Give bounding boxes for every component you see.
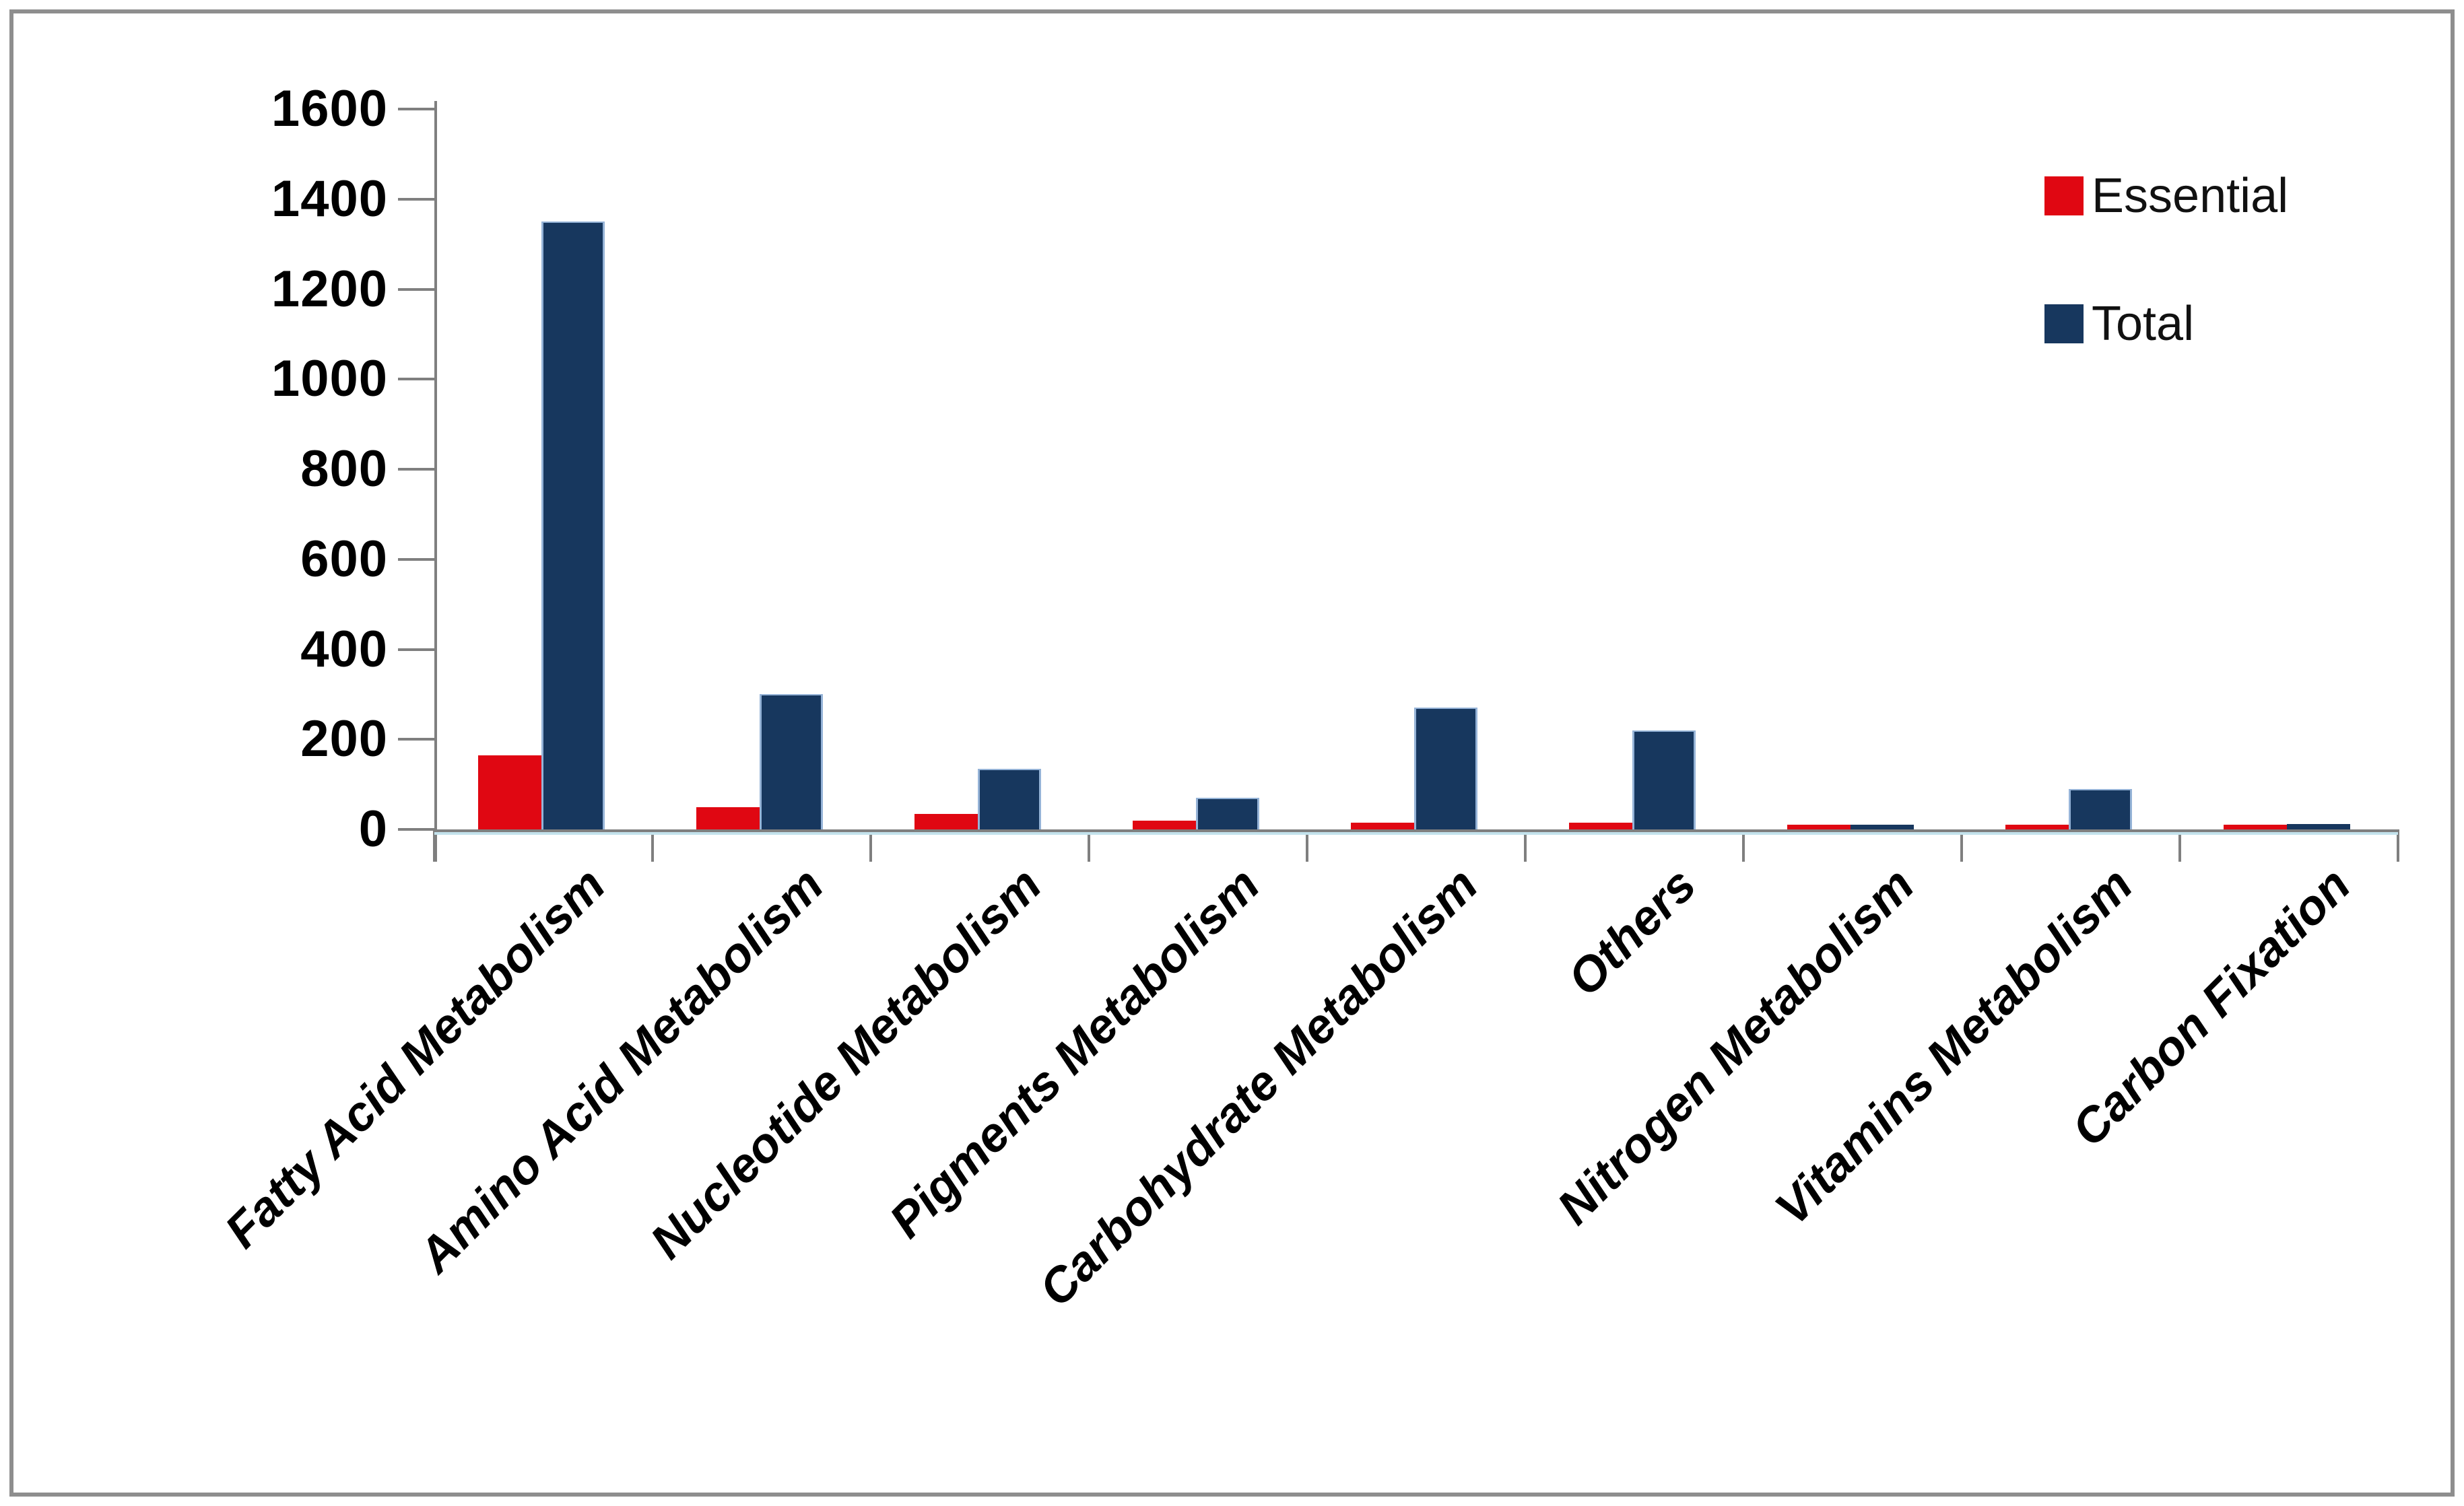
x-tick-mark (2178, 829, 2181, 862)
x-tick-mark (1960, 829, 1963, 862)
bar-essential-4 (1133, 821, 1196, 829)
bar-total-6 (1632, 730, 1696, 829)
y-tick-mark (398, 738, 434, 741)
bar-total-3 (978, 769, 1041, 829)
y-tick-label: 200 (300, 710, 388, 768)
bar-essential-3 (914, 814, 978, 829)
legend: Essential Total (2044, 168, 2288, 424)
y-tick-mark (398, 108, 434, 110)
bar-total-7 (1851, 825, 1914, 829)
bar-essential-1 (478, 755, 541, 829)
chart-frame (9, 9, 2455, 1497)
legend-item-total: Total (2044, 296, 2288, 351)
bar-total-4 (1196, 798, 1259, 829)
y-tick-label: 400 (300, 620, 388, 678)
y-tick-label: 1600 (271, 80, 388, 137)
y-tick-mark (398, 557, 434, 561)
x-axis-line (434, 829, 2398, 832)
bar-essential-6 (1569, 823, 1632, 829)
bar-total-1 (541, 221, 605, 829)
legend-item-essential: Essential (2044, 168, 2288, 224)
y-tick-mark (398, 828, 434, 831)
y-tick-label: 1000 (271, 350, 388, 408)
y-tick-mark (398, 197, 434, 201)
x-tick-mark (1306, 829, 1308, 862)
y-tick-label: 1200 (271, 260, 388, 318)
bar-total-2 (760, 694, 823, 829)
y-tick-label: 600 (300, 530, 388, 588)
bar-essential-7 (1787, 825, 1851, 829)
y-tick-mark (398, 378, 434, 381)
x-tick-mark (869, 829, 872, 862)
legend-label-total: Total (2092, 297, 2195, 351)
bar-total-9 (2287, 824, 2350, 829)
bar-essential-5 (1351, 823, 1414, 829)
bar-essential-9 (2224, 825, 2287, 829)
y-tick-label: 800 (300, 440, 388, 498)
y-tick-label: 0 (358, 800, 388, 858)
y-tick-mark (398, 648, 434, 651)
bar-essential-8 (2005, 825, 2069, 829)
y-tick-mark (398, 468, 434, 471)
legend-swatch-essential (2044, 176, 2084, 215)
x-tick-mark (651, 829, 654, 862)
y-axis-line (434, 101, 437, 862)
y-tick-mark (398, 287, 434, 291)
x-axis-underline (434, 832, 2398, 835)
legend-swatch-total (2044, 304, 2084, 343)
x-tick-mark (1524, 829, 1527, 862)
bar-essential-2 (696, 807, 760, 829)
x-tick-mark (2397, 829, 2399, 862)
bar-total-5 (1414, 708, 1477, 829)
y-tick-label: 1400 (271, 170, 388, 228)
legend-label-essential: Essential (2092, 169, 2289, 223)
x-tick-mark (1742, 829, 1745, 862)
bar-total-8 (2069, 789, 2132, 829)
x-tick-mark (1088, 829, 1090, 862)
